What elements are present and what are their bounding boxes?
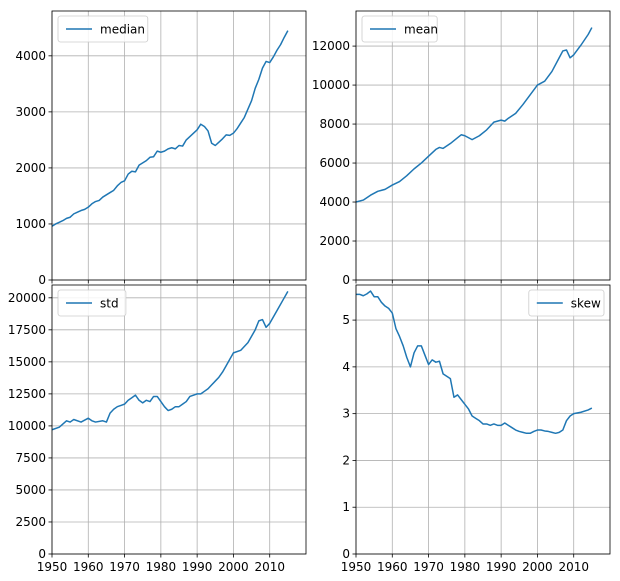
grid [355,285,610,555]
x-tick-label: 1970 [413,560,444,574]
y-tick-label: 4000 [319,195,350,209]
y-tick-label: 8000 [319,117,350,131]
legend-label: mean [404,23,438,37]
y-tick-label: 4000 [15,49,46,63]
legend-box [361,15,438,43]
x-axis [51,280,271,284]
y-tick-label: 3 [342,407,350,421]
legend: mean [361,15,438,43]
y-tick-label: 0 [342,273,350,287]
plot-area [356,11,610,280]
chart-panel-4: 0 1 2 3 4 5 1950 1960 1970 1980 1990 2000 2010 skew [341,284,611,574]
chart-panel-1: 0 1000 2000 3000 4000 median [15,10,307,287]
y-tick-label: 17500 [8,323,46,337]
y-tick-label: 12000 [312,39,350,53]
y-tick-label: 1000 [15,217,46,231]
x-tick-label: 1990 [486,560,517,574]
y-tick-label: 12500 [8,387,46,401]
y-tick-label: 5 [342,313,350,327]
x-tick-label: 2000 [218,560,249,574]
x-tick-label: 1950 [341,560,372,574]
axes-frame [51,284,307,555]
y-tick-label: 2000 [15,161,46,175]
axes-frame [51,10,307,281]
x-tick-label: 1950 [37,560,68,574]
x-tick-label: 1970 [109,560,140,574]
y-axis: 0 1 2 3 4 5 [342,313,356,561]
y-tick-label: 6000 [319,156,350,170]
y-tick-label: 0 [38,273,46,287]
legend: skew [528,289,605,317]
axes-frame [355,284,611,555]
y-tick-label: 15000 [8,355,46,369]
legend-label: std [100,297,119,311]
x-axis: 1950 1960 1970 1980 1990 2000 2010 [37,554,285,574]
x-tick-label: 1980 [146,560,177,574]
y-tick-label: 10000 [8,419,46,433]
legend-label: median [100,23,145,37]
x-tick-label: 2010 [254,560,285,574]
y-tick-label: 4 [342,360,350,374]
y-tick-label: 7500 [15,451,46,465]
x-axis [355,280,575,284]
x-tick-label: 1980 [450,560,481,574]
y-tick-label: 1 [342,500,350,514]
legend-box [57,15,149,43]
y-tick-label: 20000 [8,291,46,305]
plot-area [356,285,610,554]
x-tick-label: 2000 [522,560,553,574]
y-tick-label: 2 [342,453,350,467]
y-tick-label: 5000 [15,483,46,497]
axes-frame [355,10,611,281]
y-tick-label: 2000 [319,234,350,248]
x-axis: 1950 1960 1970 1980 1990 2000 2010 [341,554,589,574]
y-tick-label: 0 [342,547,350,561]
y-axis: 0 2000 4000 6000 8000 10000 12000 [312,39,356,287]
x-tick-label: 1960 [377,560,408,574]
series-line-mean [355,27,593,203]
series-line-median [51,30,289,227]
y-axis: 0 1000 2000 3000 4000 [15,49,52,287]
chart-panel-2: 0 2000 4000 6000 8000 10000 12000 mean [312,10,611,287]
series-line-skew [356,290,593,435]
y-axis: 0 2500 5000 7500 10000 12500 15000 17500 20000 [8,291,52,561]
y-tick-label: 2500 [15,515,46,529]
series-line-std [51,291,289,431]
x-tick-label: 2010 [558,560,589,574]
legend-label: skew [571,297,601,311]
y-tick-label: 3000 [15,105,46,119]
legend: median [57,15,149,43]
chart-panel-3: 0 2500 5000 7500 10000 12500 15000 17500 20000 19… [8,284,307,574]
x-tick-label: 1990 [182,560,213,574]
x-tick-label: 1960 [73,560,104,574]
y-tick-label: 0 [38,547,46,561]
y-tick-label: 10000 [312,78,350,92]
legend-box [528,289,605,317]
legend: std [57,289,127,317]
